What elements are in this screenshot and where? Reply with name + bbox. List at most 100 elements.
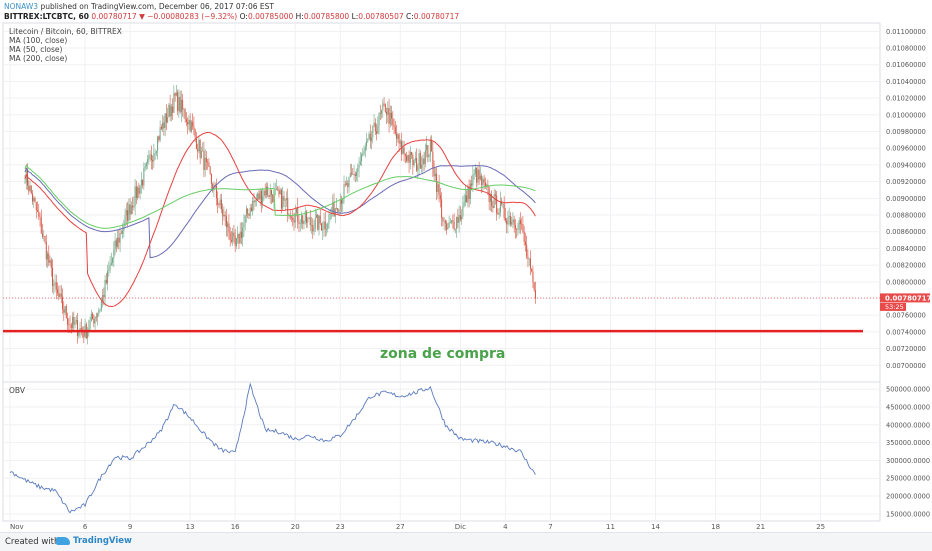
price-tick-label: 0.00920000 xyxy=(886,178,926,186)
candle-body xyxy=(193,126,195,130)
candle-body xyxy=(194,129,196,138)
candle-body xyxy=(107,270,109,284)
candle-body xyxy=(442,217,444,221)
candle-body xyxy=(250,207,252,212)
candle-body xyxy=(264,190,266,196)
candle-body xyxy=(373,122,375,126)
candle-body xyxy=(217,198,219,205)
candle-body xyxy=(298,222,300,224)
candle-body xyxy=(407,154,409,161)
price-tick-label: 0.01100000 xyxy=(886,28,926,36)
candle-body xyxy=(42,233,44,237)
obv-tick-label: 250000.0000 xyxy=(886,475,930,483)
candle-body xyxy=(197,149,199,152)
obv-axis[interactable]: 150000.0000 200000.0000 250000.0000 300000.… xyxy=(886,386,930,519)
candle-body xyxy=(137,187,139,198)
candle-body xyxy=(377,126,379,134)
candle-body xyxy=(443,220,445,222)
candle-body xyxy=(427,145,429,158)
candle-body xyxy=(164,113,166,128)
price-axis[interactable]: 0.00700000 0.00720000 0.00740000 0.00760000… xyxy=(886,28,926,370)
candle-body xyxy=(391,112,393,119)
candle-body xyxy=(522,223,524,232)
candle-body xyxy=(259,190,261,200)
candle-body xyxy=(170,106,172,117)
candle-body xyxy=(484,182,486,186)
candle-body xyxy=(374,122,376,132)
time-axis[interactable]: Nov 6 9 13 16 20 23 27 Dic 4 7 11 14 18 21 25 xyxy=(10,523,825,531)
candle-body xyxy=(366,141,368,147)
legend-ma100: MA (100, close) xyxy=(9,36,67,45)
candle-body xyxy=(446,223,448,230)
candle-body xyxy=(481,175,483,186)
obv-pane[interactable] xyxy=(2,381,881,522)
candle-body xyxy=(409,152,411,163)
candle-body xyxy=(337,207,339,212)
price-tick-label: 0.00800000 xyxy=(886,278,926,286)
time-tick-label: Dic xyxy=(455,523,466,531)
candle-body xyxy=(208,162,210,168)
candle-body xyxy=(83,331,85,337)
candle-body xyxy=(448,222,450,228)
candle-body xyxy=(529,258,531,269)
candle-body xyxy=(479,175,481,180)
candle-body xyxy=(371,137,373,142)
candle-body xyxy=(394,126,396,134)
moving-averages xyxy=(24,132,536,308)
candle-body xyxy=(519,220,521,224)
candle-body xyxy=(300,215,302,224)
candle-body xyxy=(388,107,390,125)
candle-body xyxy=(172,106,174,113)
candle-body xyxy=(72,316,74,329)
time-tick-label: 21 xyxy=(756,523,765,531)
candle-body xyxy=(225,216,227,228)
author-link[interactable]: NONAW3 xyxy=(4,2,39,11)
candle-body xyxy=(44,236,46,242)
candle-body xyxy=(319,215,321,224)
candle-body xyxy=(414,157,416,161)
candle-body xyxy=(268,195,270,197)
candle-body xyxy=(396,133,398,139)
candle-body xyxy=(428,154,430,158)
candle-body xyxy=(294,213,296,223)
candle-body xyxy=(449,222,451,224)
candle-body xyxy=(494,194,496,196)
candle-body xyxy=(272,194,274,202)
candle-body xyxy=(327,223,329,230)
candle-body xyxy=(135,186,137,198)
price-tick-label: 0.01060000 xyxy=(886,61,926,69)
candle-body xyxy=(64,306,66,313)
candle-body xyxy=(489,194,491,202)
candle-body xyxy=(159,127,161,140)
candle-body xyxy=(309,217,311,226)
candle-body xyxy=(419,153,421,169)
candle-body xyxy=(363,151,365,154)
tradingview-link[interactable]: TradingView xyxy=(56,536,132,546)
candle-body xyxy=(75,320,77,323)
last-price-badge: 0.00780717 53:25 xyxy=(880,293,932,311)
candle-body xyxy=(50,260,52,268)
candle-body xyxy=(458,214,460,223)
zona-de-compra-label[interactable]: zona de compra xyxy=(380,346,505,362)
candle-body xyxy=(90,313,92,321)
candle-body xyxy=(207,161,209,163)
candle-body xyxy=(299,223,301,224)
candle-body xyxy=(119,232,121,243)
candle-body xyxy=(212,183,214,191)
candle-body xyxy=(114,240,116,250)
candle-body xyxy=(149,154,151,156)
candle-body xyxy=(304,211,306,221)
ma200-line xyxy=(24,163,536,229)
candle-body xyxy=(454,228,456,230)
candle-body xyxy=(368,133,370,140)
candle-body xyxy=(190,121,192,132)
candle-body xyxy=(153,153,155,162)
price-tick-label: 0.00740000 xyxy=(886,328,926,336)
candle-body xyxy=(37,210,39,212)
time-tick-label: 13 xyxy=(186,523,195,531)
candle-body xyxy=(437,184,439,192)
candle-body xyxy=(55,282,57,290)
trading-chart[interactable]: 0.00700000 0.00720000 0.00740000 0.00760000… xyxy=(0,0,932,532)
candle-body xyxy=(356,172,358,177)
candle-body xyxy=(58,293,60,298)
